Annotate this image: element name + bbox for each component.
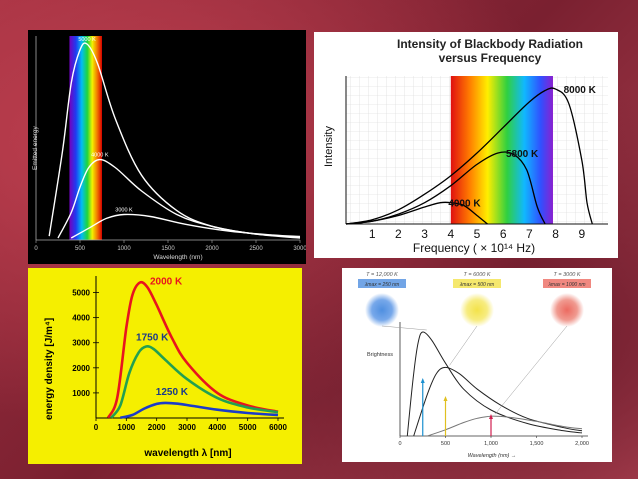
x-tick-label: 500 <box>441 441 450 447</box>
series-label-1250-k: 1250 K <box>156 387 189 398</box>
x-tick-label: 0 <box>34 246 38 252</box>
y-tick-label: 1000 <box>72 389 90 398</box>
curve-4000-k <box>345 201 488 225</box>
pointer-line-2 <box>449 325 478 366</box>
visible-spectrum-band <box>450 76 553 224</box>
star-colour-disc-2 <box>460 293 494 327</box>
x-tick-label: 6000 <box>269 423 287 432</box>
legend-swatch-3 <box>543 279 591 288</box>
legend-temperature-2: T = 6000 K <box>463 272 490 278</box>
peak-marker-arrow-3 <box>489 414 493 419</box>
peak-marker-arrow-2 <box>443 396 448 401</box>
series-label-8000-k: 8000 K <box>564 85 597 96</box>
x-axis-label: Wavelength (nm) <box>153 254 202 261</box>
y-axis-label: Intensity <box>323 126 335 167</box>
series-label-1750-k: 1750 K <box>136 332 169 343</box>
x-tick-label: 1000 <box>117 246 131 252</box>
x-tick-label: 6 <box>500 227 507 241</box>
chart-panel-energy-density: 0 1000 2000 3000 4000 5000 6000 1000 2000 3000 400… <box>28 268 302 464</box>
x-tick-label: 0 <box>398 441 401 447</box>
chart-title-line-2: versus Frequency <box>439 51 542 65</box>
curve-2000-k <box>106 280 279 419</box>
series-label-3000-k: 3000 K <box>115 208 133 214</box>
legend-peak-1: λmax = 250 nm <box>364 282 399 288</box>
pointer-line-1 <box>381 325 427 331</box>
x-axis-label: wavelength λ [nm] <box>143 448 231 459</box>
curve-4000-k <box>57 158 301 239</box>
legend-temperature-3: T = 3000 K <box>553 272 580 278</box>
curve-t-12-000-k <box>406 331 583 437</box>
series-label-5800-k: 5800 K <box>506 149 539 160</box>
x-tick-label: 500 <box>75 246 86 252</box>
curve-5800-k <box>345 151 546 225</box>
chart-brightness: T = 12,000 K λmax = 250 nm T = 6000 K λmax … <box>358 272 591 459</box>
x-tick-label: 2000 <box>148 423 166 432</box>
curve-8000-k <box>345 87 593 225</box>
x-tick-label: 8 <box>552 227 559 241</box>
x-tick-label: 5 <box>474 227 481 241</box>
chart-panel-brightness: T = 12,000 K λmax = 250 nm T = 6000 K λmax … <box>342 268 612 462</box>
chart-panel-intensity-frequency: Intensity of Blackbody Radiation versus … <box>314 32 618 258</box>
visible-spectrum-band <box>69 36 102 240</box>
y-axis-label: Brightness <box>367 352 393 358</box>
curve-3000-k <box>70 213 301 239</box>
x-tick-label: 2,000 <box>575 441 589 447</box>
x-tick-label: 1500 <box>161 246 175 252</box>
y-axis-label: energy density [J/m⁴] <box>44 318 55 420</box>
chart-title-line-1: Intensity of Blackbody Radiation <box>397 37 583 51</box>
x-tick-label: 1 <box>369 227 376 241</box>
x-tick-label: 1000 <box>117 423 135 432</box>
y-tick-label: 2000 <box>72 364 90 373</box>
x-tick-label: 4000 <box>208 423 226 432</box>
x-tick-label: 5000 <box>239 423 257 432</box>
series-label-2000-k: 2000 K <box>150 277 183 288</box>
chart-intensity-frequency: Intensity of Blackbody Radiation versus … <box>323 37 608 255</box>
legend-peak-2: λmax = 500 nm <box>459 282 494 288</box>
x-tick-label: 4 <box>447 227 454 241</box>
y-axis-label: Emitted energy <box>32 126 39 170</box>
curve-t-3000-k <box>427 415 583 437</box>
chart-energy-density: 0 1000 2000 3000 4000 5000 6000 1000 2000 3000 400… <box>44 276 287 459</box>
pointer-line-3 <box>494 325 568 415</box>
x-tick-label: 1,000 <box>484 441 498 447</box>
star-colour-disc-3 <box>550 293 584 327</box>
series-label-4000-k: 4000 K <box>448 199 481 210</box>
series-label-5000-k: 5000 K <box>78 37 96 43</box>
peak-marker-arrow-1 <box>420 378 425 383</box>
x-tick-label: 2500 <box>249 246 263 252</box>
chart-panel-emitted-energy: 0 500 1000 1500 2000 2500 3000 5000 K 4000 K 3000… <box>28 30 306 264</box>
legend-temperature-1: T = 12,000 K <box>366 272 398 278</box>
x-tick-label: 2 <box>395 227 402 241</box>
x-tick-label: 1,500 <box>530 441 544 447</box>
x-tick-label: 2000 <box>205 246 219 252</box>
x-tick-label: 0 <box>94 423 99 432</box>
x-tick-label: 3000 <box>178 423 196 432</box>
x-tick-label: 7 <box>526 227 533 241</box>
y-tick-label: 3000 <box>72 339 90 348</box>
curve-1750-k <box>110 345 279 419</box>
legend-swatch-1 <box>358 279 406 288</box>
star-colour-disc-1 <box>365 293 399 327</box>
series-label-4000-k: 4000 K <box>91 153 109 159</box>
x-tick-label: 3 <box>421 227 428 241</box>
x-axis-label: Wavelength (nm) → <box>468 453 517 459</box>
x-tick-label: 9 <box>578 227 585 241</box>
legend-peak-3: λmax = 1000 nm <box>547 282 585 288</box>
legend-swatch-2 <box>453 279 501 288</box>
x-axis-label: Frequency ( × 10¹⁴ Hz) <box>413 241 535 255</box>
curve-1250-k <box>120 401 279 419</box>
x-tick-label: 3000 <box>293 246 306 252</box>
y-tick-label: 5000 <box>72 289 90 298</box>
y-tick-label: 4000 <box>72 314 90 323</box>
chart-emitted-energy: 0 500 1000 1500 2000 2500 3000 5000 K 4000 K 3000… <box>32 36 306 261</box>
